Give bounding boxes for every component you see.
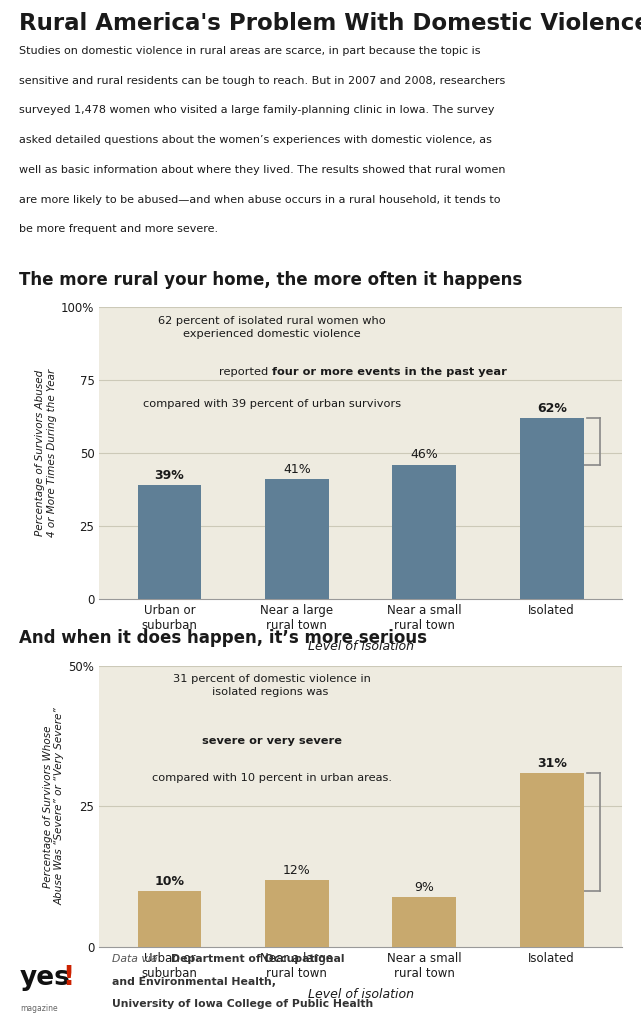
Bar [392, 897, 456, 947]
Text: Rural America's Problem With Domestic Violence: Rural America's Problem With Domestic Vi… [19, 12, 641, 35]
Text: 41%: 41% [283, 463, 311, 476]
Text: 39%: 39% [154, 469, 185, 481]
Text: yes: yes [19, 965, 70, 990]
Text: compared with 39 percent of urban survivors: compared with 39 percent of urban surviv… [143, 399, 401, 410]
Text: four or more events in the past year: four or more events in the past year [272, 367, 506, 377]
Text: Department of Occupational: Department of Occupational [171, 954, 345, 965]
X-axis label: Level of isolation: Level of isolation [308, 640, 413, 653]
Text: reported: reported [219, 367, 272, 377]
Text: The more rural your home, the more often it happens: The more rural your home, the more often… [19, 270, 522, 289]
Text: 10%: 10% [154, 876, 185, 888]
Text: 31%: 31% [537, 757, 567, 770]
Text: Studies on domestic violence in rural areas are scarce, in part because the topi: Studies on domestic violence in rural ar… [19, 46, 481, 56]
Y-axis label: Percentage of Survivors Abused
4 or More Times During the Year: Percentage of Survivors Abused 4 or More… [35, 369, 57, 538]
Text: University of Iowa College of Public Health: University of Iowa College of Public Hea… [112, 999, 374, 1010]
Text: asked detailed questions about the women’s experiences with domestic violence, a: asked detailed questions about the women… [19, 135, 492, 145]
Text: be more frequent and more severe.: be more frequent and more severe. [19, 224, 219, 234]
Bar [138, 891, 201, 947]
Text: 31 percent of domestic violence in
isolated regions was: 31 percent of domestic violence in isola… [173, 674, 370, 697]
Text: And when it does happen, it’s more serious: And when it does happen, it’s more serio… [19, 629, 428, 647]
Text: 62%: 62% [537, 401, 567, 415]
Text: and Environmental Health,: and Environmental Health, [112, 977, 276, 987]
Bar [265, 880, 329, 947]
Text: Data via: Data via [112, 954, 161, 965]
Text: 9%: 9% [414, 881, 434, 894]
Text: well as basic information about where they lived. The results showed that rural : well as basic information about where th… [19, 165, 506, 175]
Text: 46%: 46% [410, 449, 438, 461]
Bar [520, 772, 583, 947]
Bar [138, 485, 201, 599]
Text: 62 percent of isolated rural women who
experienced domestic violence: 62 percent of isolated rural women who e… [158, 316, 386, 339]
Text: sensitive and rural residents can be tough to reach. But in 2007 and 2008, resea: sensitive and rural residents can be tou… [19, 76, 506, 86]
Text: magazine: magazine [21, 1004, 58, 1013]
X-axis label: Level of isolation: Level of isolation [308, 988, 413, 1001]
Y-axis label: Percentage of Survivors Whose
Abuse Was “Severe” or “Very Severe”: Percentage of Survivors Whose Abuse Was … [43, 708, 65, 905]
Bar [265, 479, 329, 599]
Text: are more likely to be abused—and when abuse occurs in a rural household, it tend: are more likely to be abused—and when ab… [19, 195, 501, 205]
Text: severe or very severe: severe or very severe [202, 736, 342, 746]
Text: !: ! [62, 965, 74, 990]
Text: compared with 10 percent in urban areas.: compared with 10 percent in urban areas. [152, 772, 392, 782]
Text: surveyed 1,478 women who visited a large family-planning clinic in Iowa. The sur: surveyed 1,478 women who visited a large… [19, 105, 495, 116]
Text: 12%: 12% [283, 864, 311, 877]
Bar [392, 465, 456, 599]
Bar [520, 418, 583, 599]
